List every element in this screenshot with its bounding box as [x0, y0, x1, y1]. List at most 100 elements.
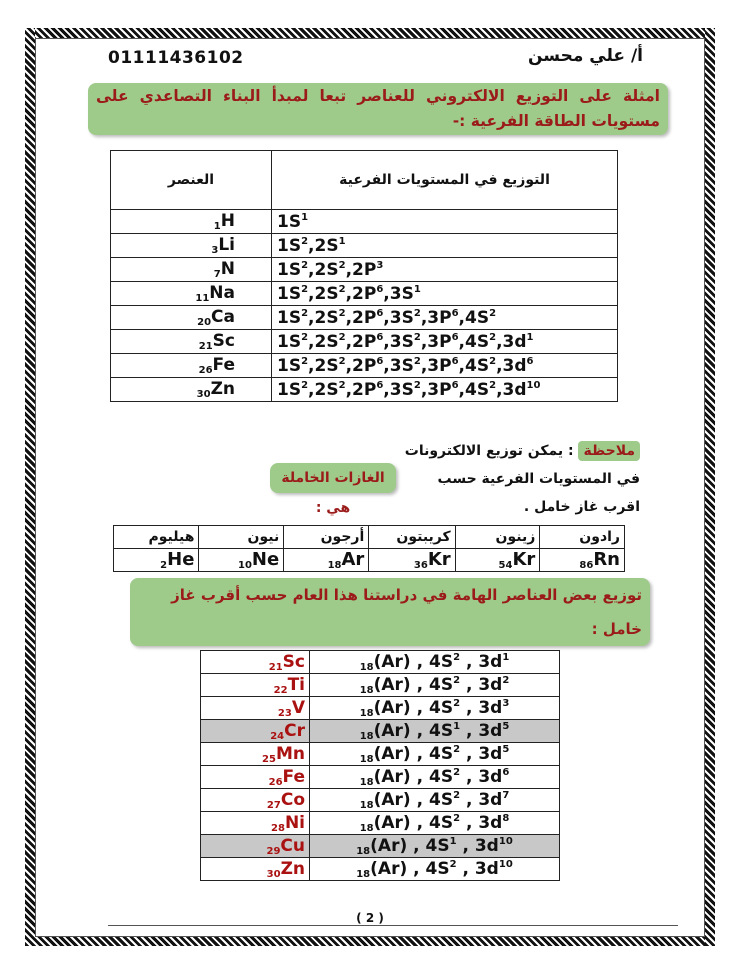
table-row: 30Zn 18(Ar) , 4S2 , 3d10 — [200, 857, 560, 881]
d-orbital: , 3d — [460, 812, 503, 833]
s-orbital: 4S — [428, 720, 454, 741]
header-element: العنصر — [110, 150, 272, 210]
config-cell: 18(Ar) , 4S1 , 3d5 — [309, 719, 560, 743]
core-atomic-number: 18 — [356, 868, 371, 880]
inner-frame — [35, 38, 705, 937]
orbital: 3d — [502, 331, 527, 352]
config-cell: 1S2,2S2,2P6,3S2,3P6,4S2,3d6 — [271, 353, 618, 378]
config-cell: 18(Ar) , 4S2 , 3d5 — [309, 742, 560, 766]
author-name: أ/ علي محسن — [528, 46, 643, 66]
atomic-number: 21 — [198, 341, 213, 352]
config-cell: 18(Ar) , 4S2 , 3d3 — [309, 696, 560, 720]
d-orbital: , 3d — [460, 766, 503, 787]
d-orbital: , 3d — [460, 697, 503, 718]
s-electrons: 2 — [453, 743, 461, 755]
element-symbol: He — [167, 549, 195, 570]
d-electrons: 5 — [502, 743, 510, 755]
table-row: 21Sc 1S2,2S2,2P6,3S2,3P6,4S2,3d1 — [110, 329, 618, 354]
orbital: 1S — [277, 331, 302, 352]
section-title: امثلة على التوزيع الالكتروني للعناصر تبع… — [88, 83, 668, 135]
electron-count: 2 — [489, 379, 497, 391]
table-row: 26Fe 1S2,2S2,2P6,3S2,3P6,4S2,3d6 — [110, 353, 618, 378]
d-orbital: , 3d — [460, 674, 503, 695]
orbital: 3d — [502, 355, 527, 376]
element-cell: 25Mn — [200, 742, 310, 766]
element-symbol: Li — [218, 235, 235, 255]
note-label: ملاحظة — [578, 441, 640, 461]
orbital: 2S — [314, 259, 339, 280]
element-symbol: Kr — [512, 549, 536, 570]
element-symbol: Ca — [211, 307, 235, 327]
electron-count: 6 — [451, 379, 459, 391]
electron-count: 2 — [338, 379, 346, 391]
core-atomic-number: 18 — [359, 753, 374, 765]
element-cell: 24Cr — [200, 719, 310, 743]
table-row: 3Li 1S2,2S1 — [110, 233, 618, 258]
noble-gases-table: رادون زينون كريبتون أرجون نيون هيليوم 86Rn 54K… — [112, 525, 625, 572]
orbital: 4S — [465, 307, 490, 328]
core-gas: (Ar) , — [373, 743, 429, 764]
core-gas: (Ar) , — [373, 766, 429, 787]
core-atomic-number: 18 — [359, 730, 374, 742]
element-symbol: Fe — [212, 355, 235, 375]
core-atomic-number: 18 — [359, 684, 374, 696]
atomic-number: 26 — [198, 365, 213, 376]
table-row: 11Na 1S2,2S2,2P6,3S1 — [110, 281, 618, 306]
config-cell: 18(Ar) , 4S2 , 3d10 — [309, 857, 560, 881]
atomic-number: 21 — [268, 661, 283, 673]
gas-symbol-cell: 10Ne — [198, 548, 285, 572]
electron-count: 2 — [413, 331, 421, 343]
electron-count: 10 — [526, 379, 541, 391]
orbital: 2S — [314, 355, 339, 376]
s-electrons: 1 — [453, 720, 461, 732]
orbital: 3d — [502, 379, 527, 400]
gas-name: نيون — [198, 525, 285, 549]
s-orbital: 4S — [428, 812, 454, 833]
atomic-number: 18 — [327, 560, 342, 571]
s-electrons: 2 — [453, 674, 461, 686]
electron-count: 2 — [489, 307, 497, 319]
s-electrons: 2 — [453, 651, 461, 663]
section3-title: توزيع بعض العناصر الهامة في دراستنا هذا … — [130, 578, 650, 646]
element-symbol: Ni — [284, 812, 305, 833]
table-row: 21Sc 18(Ar) , 4S2 , 3d1 — [200, 650, 560, 674]
config-cell: 1S2,2S1 — [271, 233, 618, 258]
core-gas: (Ar) , — [373, 812, 429, 833]
electron-count: 2 — [338, 307, 346, 319]
atomic-number: 29 — [266, 845, 281, 857]
gas-name: هيليوم — [112, 525, 200, 549]
element-symbol: N — [220, 259, 235, 279]
core-gas: (Ar) , — [373, 697, 429, 718]
header-config: التوزيع في المستويات الفرعية — [271, 150, 618, 210]
orbital: 3P — [427, 379, 452, 400]
config-cell: 1S2,2S2,2P6,3S1 — [271, 281, 618, 306]
orbital: 2S — [314, 379, 339, 400]
s-orbital: 4S — [425, 835, 450, 856]
d-electrons: 2 — [502, 674, 510, 686]
electron-count: 2 — [338, 331, 346, 343]
spacer — [100, 437, 101, 463]
electron-count: 2 — [413, 355, 421, 367]
electron-count: 2 — [489, 355, 497, 367]
electron-count: 6 — [376, 307, 384, 319]
atomic-number: 25 — [262, 753, 276, 765]
s-electrons: 2 — [453, 697, 461, 709]
atomic-number: 1 — [213, 221, 221, 232]
core-atomic-number: 18 — [359, 822, 374, 834]
core-gas: (Ar) , — [370, 835, 426, 856]
electron-count: 2 — [301, 283, 309, 295]
atomic-number: 3 — [211, 245, 219, 256]
d-electrons: 7 — [502, 789, 510, 801]
element-symbol: Kr — [427, 549, 451, 570]
table-row: 20Ca 1S2,2S2,2P6,3S2,3P6,4S2 — [110, 305, 618, 330]
d-electrons: 8 — [502, 812, 510, 824]
orbital: 2S — [314, 283, 339, 304]
d-orbital: , 3d — [460, 743, 503, 764]
footer-line — [108, 925, 678, 926]
d-orbital: , 3d — [456, 835, 499, 856]
element-symbol: Mn — [275, 743, 305, 764]
gas-name: زينون — [454, 525, 541, 549]
electron-count: 2 — [338, 355, 346, 367]
config-cell: 1S2,2S2,2P6,3S2,3P6,4S2,3d10 — [271, 377, 618, 402]
d-orbital: , 3d — [456, 858, 499, 879]
